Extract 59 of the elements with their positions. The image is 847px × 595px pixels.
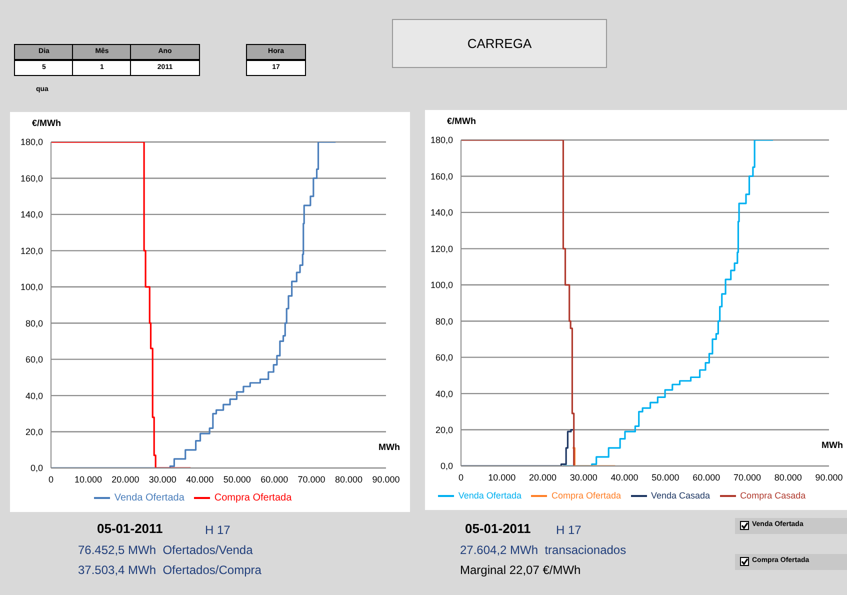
- x-tick-label: 0: [458, 472, 464, 482]
- y-tick-label: 60,0: [25, 354, 43, 365]
- y-tick-label: 100,0: [20, 282, 43, 292]
- x-tick-label: 40.000: [610, 472, 638, 482]
- y-tick-label: 140,0: [20, 210, 43, 220]
- y-tick-label: 40,0: [435, 388, 453, 399]
- y-tick-label: 80,0: [25, 318, 43, 328]
- text: 27.604,2 MWh transacionados: [460, 543, 626, 557]
- x-tick-label: 10.000: [488, 472, 516, 482]
- y-axis-title: €/MWh: [32, 118, 61, 128]
- y-tick-label: 100,0: [430, 280, 453, 290]
- y-tick-label: 0,0: [440, 461, 453, 472]
- x-axis-title: MWh: [378, 442, 400, 452]
- y-axis-title: €/MWh: [447, 116, 476, 126]
- y-tick-label: 20,0: [25, 426, 43, 437]
- text: 05-01-2011: [97, 521, 163, 536]
- text: Marginal 22,07 €/MWh: [460, 563, 581, 577]
- y-tick-label: 60,0: [435, 352, 453, 363]
- x-tick-label: 10.000: [74, 474, 102, 484]
- x-tick-label: 30.000: [570, 472, 598, 482]
- y-tick-label: 120,0: [20, 246, 43, 256]
- x-tick-label: 90.000: [815, 472, 843, 482]
- y-tick-label: 80,0: [435, 316, 453, 326]
- legend-label: Venda Casada: [651, 490, 710, 500]
- text: 37.503,4 MWh Ofertados/Compra: [78, 563, 262, 577]
- x-tick-label: 30.000: [148, 474, 176, 484]
- text: H 17: [556, 523, 582, 537]
- x-tick-label: 90.000: [372, 474, 400, 484]
- y-tick-label: 180,0: [430, 135, 453, 146]
- x-tick-label: 20.000: [112, 474, 140, 484]
- y-tick-label: 140,0: [430, 208, 453, 218]
- x-tick-label: 40.000: [186, 474, 214, 484]
- legend-label: Compra Ofertada: [551, 490, 621, 500]
- text: H 17: [205, 523, 230, 537]
- y-tick-label: 160,0: [430, 171, 453, 182]
- x-tick-label: 80.000: [335, 474, 363, 484]
- text: 05-01-2011: [465, 521, 531, 536]
- y-tick-label: 20,0: [435, 424, 453, 435]
- x-tick-label: 60.000: [260, 474, 288, 484]
- text: 76.452,5 MWh Ofertados/Venda: [78, 543, 253, 557]
- y-tick-label: 180,0: [20, 137, 43, 148]
- y-tick-label: 0,0: [30, 463, 43, 474]
- legend-label: Compra Ofertada: [214, 492, 292, 504]
- x-tick-label: 60.000: [692, 472, 720, 482]
- x-axis-title: MWh: [822, 440, 843, 450]
- x-tick-label: 20.000: [529, 472, 557, 482]
- x-tick-label: 50.000: [223, 474, 251, 484]
- x-tick-label: 80.000: [774, 472, 802, 482]
- legend-label: Compra Casada: [740, 490, 806, 500]
- y-tick-label: 40,0: [25, 390, 43, 401]
- y-tick-label: 120,0: [430, 244, 453, 254]
- x-tick-label: 50.000: [652, 472, 680, 482]
- x-tick-label: 0: [48, 474, 54, 484]
- legend-label: Venda Ofertada: [458, 490, 522, 500]
- x-tick-label: 70.000: [733, 472, 761, 482]
- text: CARREGA: [392, 19, 607, 68]
- legend-label: Venda Ofertada: [114, 492, 184, 504]
- y-tick-label: 160,0: [20, 173, 43, 184]
- x-tick-label: 70.000: [298, 474, 326, 484]
